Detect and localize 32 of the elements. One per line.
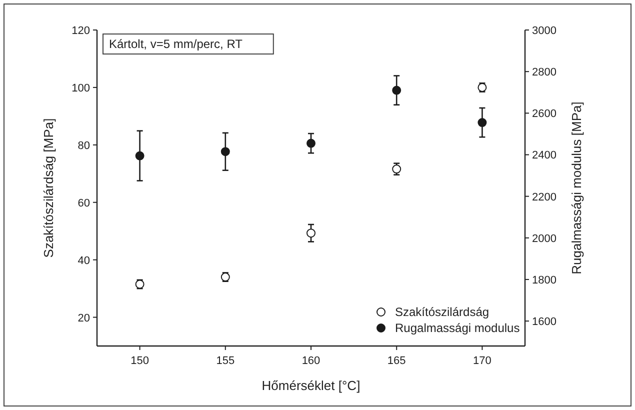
y2-tick-label: 1800 xyxy=(532,274,556,286)
point xyxy=(392,164,402,174)
y2-tick-label: 1600 xyxy=(532,316,556,328)
point xyxy=(135,151,144,160)
point xyxy=(478,118,487,128)
x-axis-title: Hőmérséklet [°C] xyxy=(262,378,360,393)
legend-label: Rugalmassági modulus xyxy=(395,321,520,335)
y2-tick-label: 2800 xyxy=(532,66,556,79)
point xyxy=(392,86,402,95)
y-tick-label: 80 xyxy=(78,140,90,152)
x-tick-label: 150 xyxy=(130,355,149,367)
y-tick-label: 20 xyxy=(78,312,90,324)
y2-axis-title: Rugalmassági modulus [MPa] xyxy=(569,102,584,274)
y-tick-label: 100 xyxy=(72,82,90,94)
y2-tick-label: 2400 xyxy=(532,150,556,162)
point xyxy=(220,147,230,156)
point xyxy=(306,228,316,238)
x-tick-label: 155 xyxy=(216,355,235,367)
y2-tick-label: 2600 xyxy=(532,108,556,120)
y-tick-label: 120 xyxy=(72,25,90,37)
y2-tick-label: 2200 xyxy=(532,191,556,204)
legend-label: Szakítószilárdság xyxy=(395,305,490,319)
x-tick-label: 165 xyxy=(387,355,406,367)
annotation: Kártolt, v=5 mm/perc, RT xyxy=(109,37,244,51)
y-tick-label: 60 xyxy=(78,197,90,210)
y-tick-label: 40 xyxy=(78,254,90,267)
point xyxy=(306,138,316,148)
y2-tick-label: 2000 xyxy=(532,232,556,245)
y2-tick-label: 3000 xyxy=(532,25,556,37)
x-tick-label: 160 xyxy=(302,355,320,367)
x-tick-label: 170 xyxy=(473,355,492,367)
y-axis-title: Szakítószilárdság [MPa] xyxy=(41,118,56,258)
